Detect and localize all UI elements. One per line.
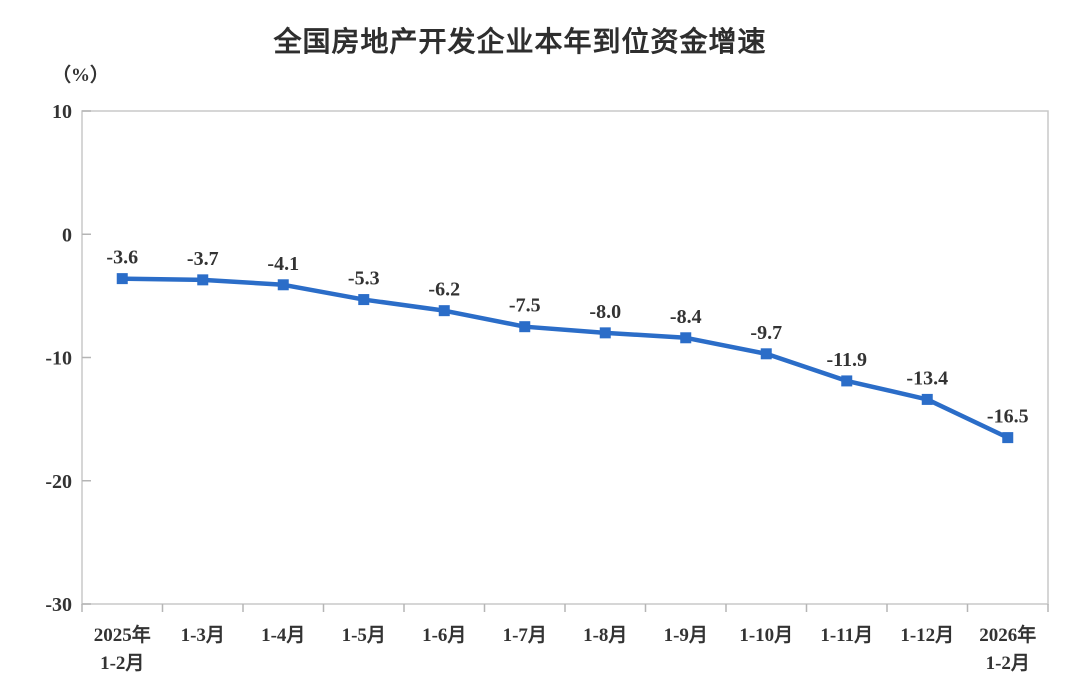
x-axis-category-label: 1-9月 xyxy=(664,625,708,646)
data-point-marker xyxy=(116,273,128,285)
data-point-label: -5.3 xyxy=(348,268,380,290)
data-point-label: -8.4 xyxy=(670,306,702,328)
data-point-marker xyxy=(760,348,772,360)
y-axis-tick-label: 10 xyxy=(52,101,72,123)
y-axis-tick-label: -20 xyxy=(45,471,72,493)
plot-area-border xyxy=(81,110,1049,605)
y-axis-tick-label: -10 xyxy=(45,348,72,370)
y-axis-unit-label: （%） xyxy=(52,65,110,86)
data-point-marker xyxy=(358,294,370,306)
data-point-marker xyxy=(197,274,209,286)
x-axis-category-label: 1-6月 xyxy=(422,625,466,646)
data-point-marker xyxy=(921,393,933,405)
y-axis-tick-label: -30 xyxy=(45,594,72,616)
x-axis-category-label: 2025年 1-2月 xyxy=(94,623,151,674)
data-point-marker xyxy=(680,332,692,344)
data-point-label: -6.2 xyxy=(428,279,460,301)
x-axis-category-label: 1-12月 xyxy=(900,625,954,646)
x-axis-category-label: 1-8月 xyxy=(583,625,627,646)
data-point-label: -4.1 xyxy=(267,253,299,275)
data-point-label: -8.0 xyxy=(589,301,621,323)
data-point-label: -11.9 xyxy=(826,349,867,371)
x-axis-category-label: 1-4月 xyxy=(261,625,305,646)
x-axis-category-label: 1-10月 xyxy=(739,625,793,646)
data-point-label: -3.7 xyxy=(187,248,219,270)
x-axis-category-label: 1-3月 xyxy=(181,625,225,646)
y-axis-tick-label: 0 xyxy=(62,224,72,246)
data-point-label: -9.7 xyxy=(750,322,782,344)
data-line xyxy=(120,276,1010,440)
data-point-label: -13.4 xyxy=(906,367,948,389)
x-axis-category-label: 1-11月 xyxy=(820,625,873,646)
data-point-marker xyxy=(599,327,611,339)
chart-title: 全国房地产开发企业本年到位资金增速 xyxy=(273,26,767,57)
data-point-marker xyxy=(277,279,289,291)
x-axis-category-label: 1-5月 xyxy=(342,625,386,646)
data-point-marker xyxy=(841,375,853,387)
x-axis-category-label: 2026年 1-2月 xyxy=(979,623,1036,674)
data-point-label: -7.5 xyxy=(509,295,541,317)
data-point-marker xyxy=(519,321,531,333)
data-point-label: -3.6 xyxy=(106,247,138,269)
data-point-label: -16.5 xyxy=(987,406,1029,428)
data-point-marker xyxy=(1002,432,1014,444)
x-axis-category-label: 1-7月 xyxy=(503,625,547,646)
data-point-marker xyxy=(438,305,450,317)
